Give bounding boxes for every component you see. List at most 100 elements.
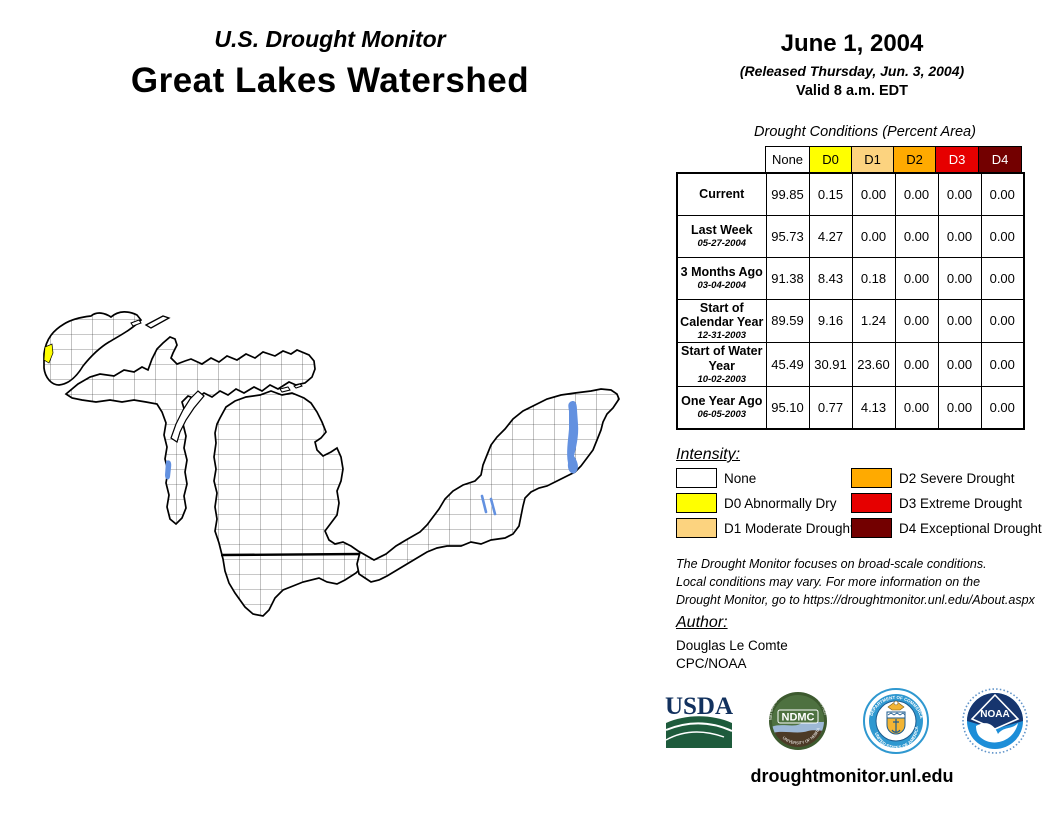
percent-area-value: 23.60 xyxy=(851,342,896,387)
legend-item-none: None xyxy=(676,468,756,488)
table-row: Current 99.85 0.15 0.00 0.00 0.00 0.00 xyxy=(676,172,1025,216)
column-header-d1: D1 xyxy=(851,146,894,173)
title-block: U.S. Drought Monitor Great Lakes Watersh… xyxy=(40,26,620,101)
ndmc-banner xyxy=(777,709,819,724)
table-row: Start of Calendar Year 12-31-2003 89.59 9.1… xyxy=(676,298,1025,344)
percent-area-value: 0.00 xyxy=(937,342,982,387)
intensity-legend-heading: Intensity: xyxy=(676,446,741,463)
commerce-seal-logo: DEPARTMENT OF COMMERCE UNITED STATES OF … xyxy=(863,688,929,754)
author-org: CPC/NOAA xyxy=(676,656,747,671)
percent-area-value: 99.85 xyxy=(765,172,810,216)
percent-area-value: 4.13 xyxy=(851,386,896,429)
disclaimer-line: Drought Monitor, go to https://droughtmo… xyxy=(676,592,1035,607)
noaa-wordmark: NOAA xyxy=(980,709,1009,720)
percent-area-value: 0.00 xyxy=(851,214,896,258)
legend-swatch-d1 xyxy=(676,518,717,538)
percent-area-value: 0.00 xyxy=(937,256,982,300)
legend-label: None xyxy=(724,470,757,486)
watershed-map xyxy=(30,290,660,715)
legend-item-d2: D2 Severe Drought xyxy=(851,468,1015,488)
author-heading: Author: xyxy=(676,614,728,631)
percent-area-value: 0.00 xyxy=(980,256,1025,300)
noaa-logo: NOAA xyxy=(962,688,1028,754)
percent-area-value: 0.18 xyxy=(851,256,896,300)
row-label: One Year Ago 06-05-2003 xyxy=(676,386,767,429)
percent-area-value: 0.00 xyxy=(894,298,939,344)
legend-swatch-none xyxy=(676,468,717,488)
legend-label: D1 Moderate Drought xyxy=(724,520,854,536)
column-header-d2: D2 xyxy=(893,146,936,173)
table-row: Last Week 05-27-2004 95.73 4.27 0.00 0.00 0.00… xyxy=(676,214,1025,258)
percent-area-value: 0.00 xyxy=(980,386,1025,429)
erie-ontario-adirondack-region xyxy=(356,388,620,583)
michigan-ohio-state-line xyxy=(220,552,362,557)
percent-area-value: 1.24 xyxy=(851,298,896,344)
percent-area-value: 9.16 xyxy=(808,298,853,344)
islet xyxy=(130,319,142,327)
d0-abnormally-dry-patch xyxy=(43,343,54,364)
finger-lakes xyxy=(480,494,497,516)
doc-anchor xyxy=(891,719,901,733)
usda-contour-line xyxy=(665,722,733,732)
valid-time: Valid 8 a.m. EDT xyxy=(795,83,908,99)
disclaimer-text: The Drought Monitor focuses on broad-sca… xyxy=(676,556,1056,609)
lower-michigan-region xyxy=(213,390,365,617)
row-date: 06-05-2003 xyxy=(697,409,747,421)
usda-contour-line xyxy=(665,731,725,741)
doc-shield-chevrons xyxy=(887,712,906,716)
column-header-d3: D3 xyxy=(935,146,979,173)
percent-area-value: 0.00 xyxy=(894,256,939,300)
percent-area-value: 0.00 xyxy=(980,214,1025,258)
disclaimer-line: The Drought Monitor focuses on broad-sca… xyxy=(676,557,987,571)
percent-area-value: 0.00 xyxy=(937,214,982,258)
drought-table-body: Current 99.85 0.15 0.00 0.00 0.00 0.00 Last Wee… xyxy=(676,172,1025,429)
straits-island xyxy=(279,386,291,393)
legend-swatch-d2 xyxy=(851,468,892,488)
legend-item-d3: D3 Extreme Drought xyxy=(851,493,1022,513)
usda-logo: USDA xyxy=(665,693,733,748)
noaa-seabird xyxy=(976,723,1018,743)
doc-shield-chief xyxy=(886,711,906,719)
page-title: Great Lakes Watershed xyxy=(130,61,530,100)
percent-area-value: 0.00 xyxy=(980,172,1025,216)
percent-area-value: 0.00 xyxy=(937,298,982,344)
lake-winnebago xyxy=(165,460,172,480)
percent-area-value: 0.00 xyxy=(894,214,939,258)
percent-area-value: 0.00 xyxy=(980,342,1025,387)
legend-label: D4 Exceptional Drought xyxy=(899,520,1042,536)
percent-area-value: 30.91 xyxy=(808,342,853,387)
percent-area-value: 89.59 xyxy=(765,298,810,344)
agency-logos: USDA NDMC NATIONAL DROUGHT MITIGATION CE… xyxy=(664,686,1028,756)
percent-area-value: 0.00 xyxy=(894,172,939,216)
date-block: June 1, 2004 (Released Thursday, Jun. 3,… xyxy=(676,30,1028,99)
legend-label: D3 Extreme Drought xyxy=(899,495,1023,511)
percent-area-value: 0.77 xyxy=(808,386,853,429)
legend-item-d0: D0 Abnormally Dry xyxy=(676,493,837,513)
percent-area-value: 0.15 xyxy=(808,172,853,216)
straits-island xyxy=(293,383,303,389)
isle-royale-island xyxy=(144,315,171,329)
drought-table-header-row: None D0 D1 D2 D3 D4 xyxy=(765,146,1022,173)
percent-area-value: 0.00 xyxy=(980,298,1025,344)
green-bay-inlet xyxy=(170,390,205,443)
legend-item-d1: D1 Moderate Drought xyxy=(676,518,854,538)
percent-area-value: 91.38 xyxy=(765,256,810,300)
row-label: Last Week 05-27-2004 xyxy=(676,214,767,258)
released-date: (Released Thursday, Jun. 3, 2004) xyxy=(739,63,965,79)
row-date: 03-04-2004 xyxy=(697,280,747,292)
lake-champlain xyxy=(567,400,579,474)
percent-area-value: 0.00 xyxy=(851,172,896,216)
map-date: June 1, 2004 xyxy=(780,30,924,57)
column-header-d0: D0 xyxy=(809,146,852,173)
legend-swatch-d0 xyxy=(676,493,717,513)
superior-north-shore-region xyxy=(43,311,143,386)
percent-area-value: 8.43 xyxy=(808,256,853,300)
noaa-text-ring xyxy=(962,688,1028,754)
row-label: Start of Calendar Year 12-31-2003 xyxy=(676,298,767,344)
column-header-d4: D4 xyxy=(978,146,1022,173)
doc-eagle-head xyxy=(893,700,899,706)
legend-label: D0 Abnormally Dry xyxy=(724,495,837,511)
table-row: Start of Water Year 10-02-2003 45.49 30.91 2… xyxy=(676,342,1025,387)
legend-label: D2 Severe Drought xyxy=(899,470,1015,486)
usda-wordmark: USDA xyxy=(665,693,733,720)
